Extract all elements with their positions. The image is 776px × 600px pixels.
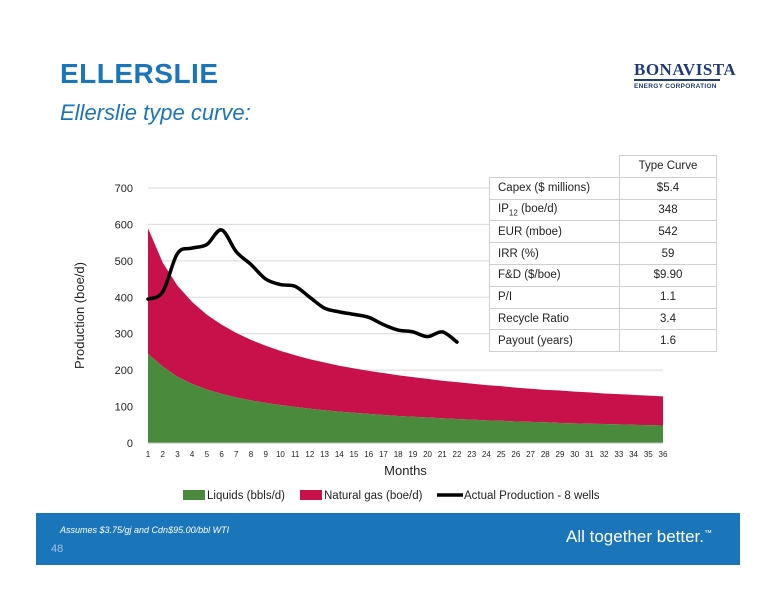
x-tick-label: 10 <box>276 450 285 459</box>
footer-note: Assumes $3.75/gj and Cdn$95.00/bbl WTI <box>60 525 230 535</box>
x-tick-label: 21 <box>438 450 447 459</box>
kpi-label: IP12 (boe/d) <box>489 198 620 222</box>
x-tick-label: 3 <box>175 450 180 459</box>
kpi-header: Type Curve <box>619 155 717 178</box>
x-tick-label: 33 <box>614 450 623 459</box>
x-tick-label: 34 <box>629 450 638 459</box>
kpi-value: 3.4 <box>619 307 717 331</box>
x-tick-label: 13 <box>320 450 329 459</box>
kpi-row: IP12 (boe/d) 348 <box>489 198 717 222</box>
kpi-value: 348 <box>619 198 717 222</box>
y-tick-label: 400 <box>115 292 133 304</box>
kpi-header-row: Type Curve <box>489 155 717 178</box>
x-tick-label: 36 <box>659 450 668 459</box>
x-tick-label: 18 <box>394 450 403 459</box>
kpi-value: 1.1 <box>619 285 717 309</box>
kpi-value: 1.6 <box>619 329 717 353</box>
kpi-label: EUR (mboe) <box>489 220 620 244</box>
x-tick-label: 7 <box>234 450 239 459</box>
legend-label-liquids: Liquids (bbls/d) <box>207 490 285 502</box>
legend-label-gas: Natural gas (boe/d) <box>324 490 423 502</box>
y-tick-label: 600 <box>115 219 133 231</box>
tagline: All together better.™ <box>566 527 712 547</box>
y-tick-label: 200 <box>115 365 133 377</box>
trademark-symbol: ™ <box>704 528 712 538</box>
kpi-value: 542 <box>619 220 717 244</box>
x-tick-label: 28 <box>541 450 550 459</box>
y-tick-label: 0 <box>127 438 133 450</box>
kpi-label: Capex ($ millions) <box>489 176 620 200</box>
logo-name: BONAVISTA <box>634 60 737 81</box>
x-tick-label: 12 <box>305 450 314 459</box>
kpi-label: Recycle Ratio <box>489 307 620 331</box>
x-tick-label: 23 <box>467 450 476 459</box>
slide-title: ELLERSLIE <box>60 58 219 89</box>
natural-gas-area <box>148 228 663 426</box>
kpi-label: Payout (years) <box>489 329 620 353</box>
y-axis-title: Production (boe/d) <box>72 262 87 369</box>
x-axis-title: Months <box>384 463 427 478</box>
y-tick-label: 700 <box>115 183 133 195</box>
x-tick-label: 27 <box>526 450 535 459</box>
kpi-value: 59 <box>619 242 717 265</box>
kpi-row: Recycle Ratio 3.4 <box>489 307 717 331</box>
kpi-row: EUR (mboe) 542 <box>489 220 717 244</box>
x-tick-label: 31 <box>585 450 594 459</box>
slide-subtitle: Ellerslie type curve: <box>60 100 251 125</box>
x-tick-label: 17 <box>379 450 388 459</box>
company-logo: BONAVISTA ENERGY CORPORATION <box>634 60 737 92</box>
x-tick-label: 35 <box>644 450 653 459</box>
kpi-header-blank <box>489 155 620 178</box>
x-tick-label: 9 <box>263 450 268 459</box>
x-tick-label: 11 <box>291 450 300 459</box>
x-tick-label: 2 <box>160 450 165 459</box>
kpi-label: IRR (%) <box>489 242 620 265</box>
x-tick-label: 20 <box>423 450 432 459</box>
x-tick-label: 6 <box>219 450 224 459</box>
kpi-value: $5.4 <box>619 176 717 200</box>
y-tick-label: 300 <box>115 329 133 341</box>
kpi-row: Capex ($ millions) $5.4 <box>489 176 717 200</box>
kpi-label: F&D ($/boe) <box>489 263 620 287</box>
x-tick-label: 14 <box>335 450 344 459</box>
kpi-label-subscript: 12 <box>508 208 518 218</box>
kpi-row: P/I 1.1 <box>489 285 717 309</box>
x-tick-label: 30 <box>570 450 579 459</box>
x-tick-label: 5 <box>205 450 210 459</box>
legend-swatch-gas <box>300 490 322 500</box>
legend-swatch-liquids <box>183 490 205 500</box>
x-tick-label: 26 <box>511 450 520 459</box>
logo-subtitle: ENERGY CORPORATION <box>634 83 717 90</box>
footer-bar: Assumes $3.75/gj and Cdn$95.00/bbl WTI 4… <box>36 513 740 565</box>
x-tick-label: 16 <box>364 450 373 459</box>
kpi-value: $9.90 <box>619 263 717 287</box>
actual-production-line <box>146 228 459 344</box>
x-tick-label: 1 <box>146 450 151 459</box>
x-tick-label: 4 <box>190 450 195 459</box>
x-tick-label: 15 <box>350 450 359 459</box>
tagline-text: All together better. <box>566 527 704 546</box>
y-tick-label: 100 <box>115 402 133 414</box>
x-tick-label: 24 <box>482 450 491 459</box>
x-tick-label: 19 <box>408 450 417 459</box>
kpi-row: F&D ($/boe) $9.90 <box>489 263 717 287</box>
x-tick-label: 8 <box>249 450 254 459</box>
x-tick-label: 22 <box>453 450 462 459</box>
y-tick-label: 500 <box>115 256 133 268</box>
liquids-area <box>148 353 663 443</box>
x-tick-label: 32 <box>600 450 609 459</box>
x-tick-label: 29 <box>556 450 565 459</box>
kpi-label: P/I <box>489 285 620 309</box>
x-tick-label: 25 <box>497 450 506 459</box>
kpi-row: IRR (%) 59 <box>489 242 717 265</box>
type-curve-table: Type Curve Capex ($ millions) $5.4 IP12 (bo… <box>489 155 717 353</box>
kpi-row: Payout (years) 1.6 <box>489 329 717 353</box>
page-number: 48 <box>51 543 64 555</box>
legend-label-actual: Actual Production - 8 wells <box>464 490 600 502</box>
